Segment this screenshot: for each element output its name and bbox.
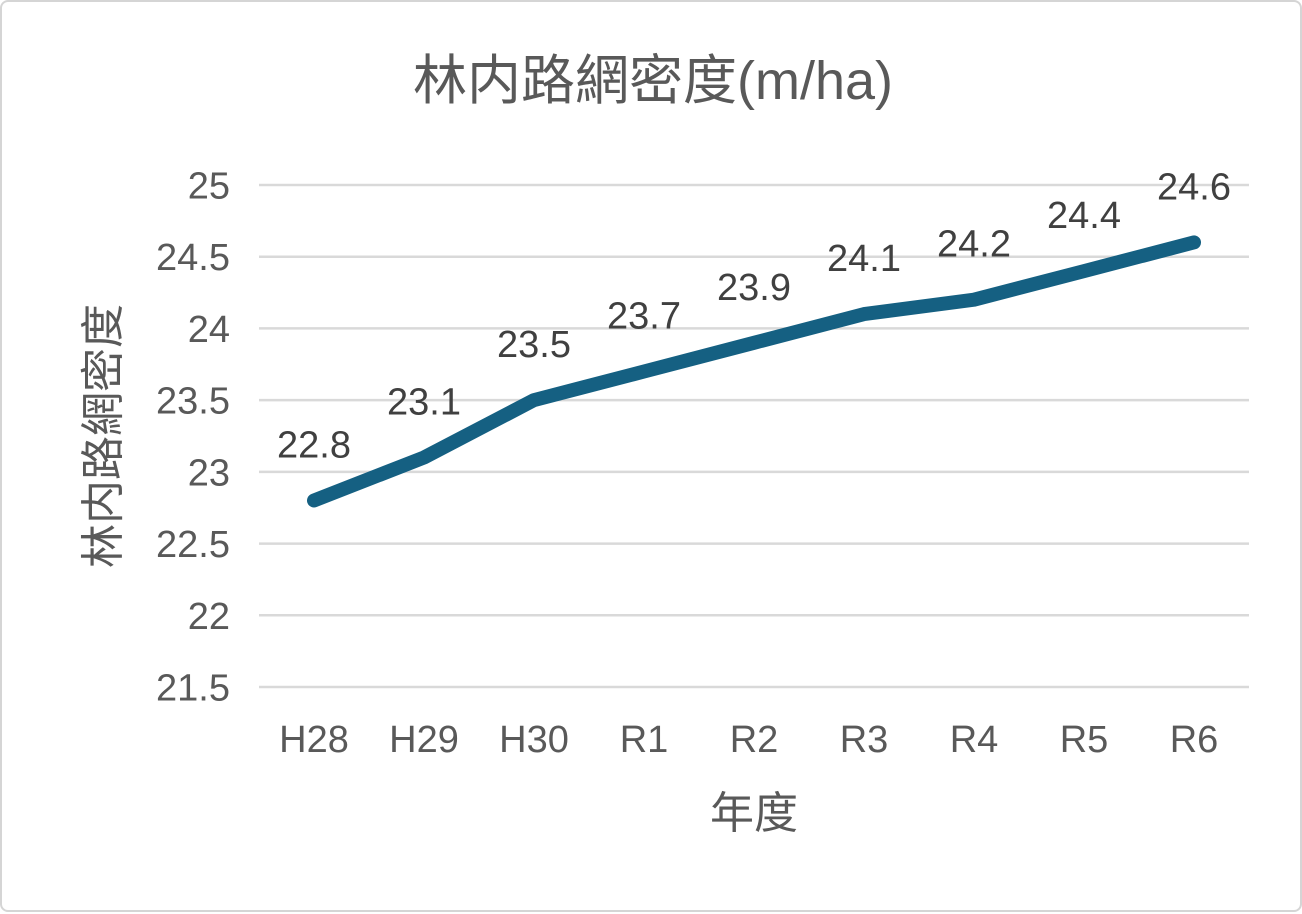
- y-tick-label: 21.5: [156, 668, 230, 710]
- data-label: 24.1: [827, 238, 901, 280]
- y-tick-label: 22.5: [156, 524, 230, 566]
- x-tick-label: H28: [279, 719, 349, 761]
- data-label: 24.4: [1047, 195, 1121, 237]
- data-label: 24.2: [937, 224, 1011, 266]
- data-label: 23.9: [717, 267, 791, 309]
- x-tick-label: R6: [1170, 719, 1219, 761]
- x-tick-label: R3: [840, 719, 889, 761]
- x-tick-label: H30: [499, 719, 569, 761]
- data-label: 23.7: [607, 296, 681, 338]
- x-axis-title: 年度: [710, 789, 798, 838]
- data-label: 23.1: [387, 382, 461, 424]
- data-label: 22.8: [277, 425, 351, 467]
- x-tick-label: R5: [1060, 719, 1109, 761]
- x-tick-label: R2: [730, 719, 779, 761]
- x-tick-label: R1: [620, 719, 669, 761]
- y-tick-label: 23: [188, 452, 230, 494]
- y-tick-label: 24: [188, 309, 230, 351]
- data-label: 23.5: [497, 324, 571, 366]
- y-tick-label: 22: [188, 596, 230, 638]
- x-tick-label: H29: [389, 719, 459, 761]
- chart-title: 林内路網密度(m/ha): [412, 51, 893, 111]
- y-tick-label: 25: [188, 166, 230, 208]
- data-label: 24.6: [1157, 166, 1231, 208]
- data-series-line: [307, 235, 1201, 508]
- y-tick-label: 23.5: [156, 381, 230, 423]
- x-tick-label: R4: [950, 719, 999, 761]
- y-tick-label: 24.5: [156, 237, 230, 279]
